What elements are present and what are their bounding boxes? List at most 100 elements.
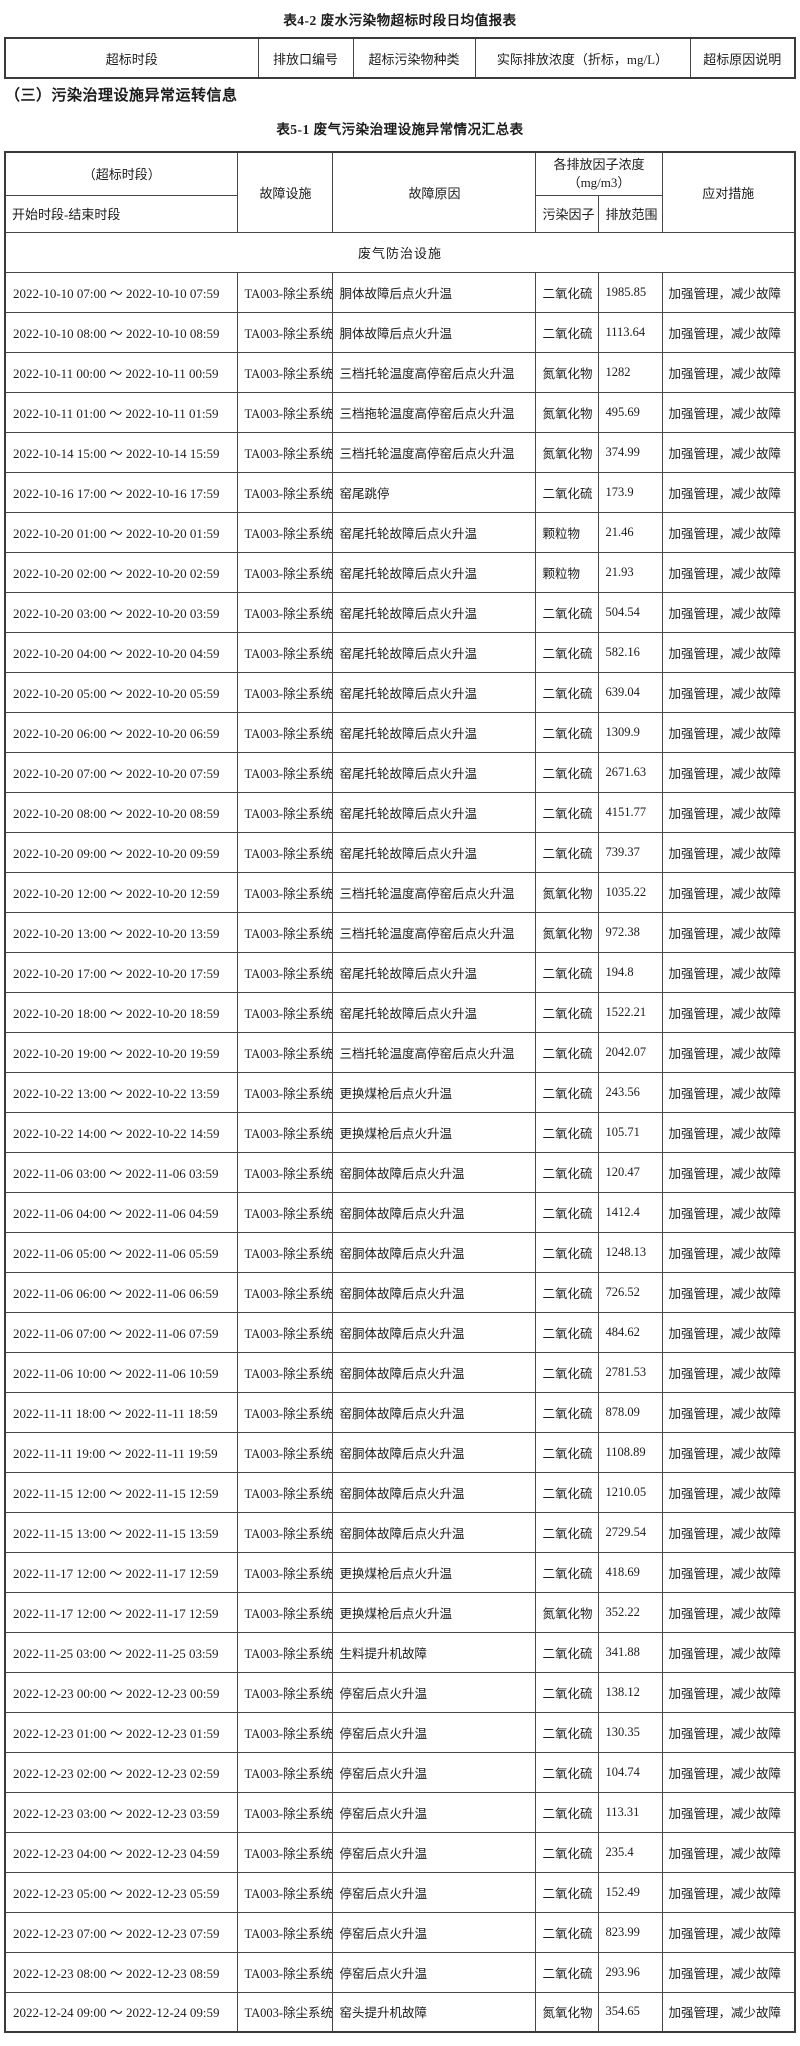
cell-period: 2022-10-10 08:00 ～ 2022-10-10 08:59 [4,311,239,353]
cell-pollutant: 氮氧化物 [535,351,600,393]
cell-facility: TA003-除尘系统 [237,1351,334,1393]
cell-facility: TA003-除尘系统 [237,351,334,393]
cell-reason: 更换煤枪后点火升温 [332,1591,537,1633]
cell-facility: TA003-除尘系统 [237,1191,334,1233]
cell-reason: 更换煤枪后点火升温 [332,1551,537,1593]
cell-measure: 加强管理，减少故障 [661,271,796,313]
cell-reason: 三档托轮温度高停窑后点火升温 [332,431,537,473]
cell-measure: 加强管理，减少故障 [661,911,796,953]
table-row: 2022-10-20 13:00 ～ 2022-10-20 13:59 TA00… [4,911,796,953]
cell-measure: 加强管理，减少故障 [661,1631,796,1673]
table-row: 2022-10-20 17:00 ～ 2022-10-20 17:59 TA00… [4,951,796,993]
cell-concentration: 21.46 [598,511,663,553]
cell-pollutant: 二氧化硫 [535,1031,600,1073]
cell-pollutant: 二氧化硫 [535,991,600,1033]
cell-reason: 窑尾托轮故障后点火升温 [332,991,537,1033]
cell-pollutant: 二氧化硫 [535,1471,600,1513]
table-row: 2022-12-23 05:00 ～ 2022-12-23 05:59 TA00… [4,1871,796,1913]
table-row: 2022-12-23 04:00 ～ 2022-12-23 04:59 TA00… [4,1831,796,1873]
table-row: 2022-11-06 10:00 ～ 2022-11-06 10:59 TA00… [4,1351,796,1393]
cell-measure: 加强管理，减少故障 [661,591,796,633]
cell-period: 2022-11-06 07:00 ～ 2022-11-06 07:59 [4,1311,239,1353]
cell-measure: 加强管理，减少故障 [661,671,796,713]
cell-period: 2022-10-20 01:00 ～ 2022-10-20 01:59 [4,511,239,553]
cell-reason: 窑胴体故障后点火升温 [332,1231,537,1273]
cell-measure: 加强管理，减少故障 [661,1791,796,1833]
cell-concentration: 341.88 [598,1631,663,1673]
cell-reason: 窑胴体故障后点火升温 [332,1351,537,1393]
cell-facility: TA003-除尘系统 [237,1311,334,1353]
cell-reason: 停窑后点火升温 [332,1711,537,1753]
cell-pollutant: 二氧化硫 [535,1791,600,1833]
cell-pollutant: 二氧化硫 [535,1511,600,1553]
cell-pollutant: 二氧化硫 [535,951,600,993]
cell-pollutant: 氮氧化物 [535,391,600,433]
table-row: 2022-11-25 03:00 ～ 2022-11-25 03:59 TA00… [4,1631,796,1673]
cell-facility: TA003-除尘系统 [237,631,334,673]
cell-concentration: 972.38 [598,911,663,953]
cell-pollutant: 二氧化硫 [535,1671,600,1713]
cell-measure: 加强管理，减少故障 [661,1831,796,1873]
cell-facility: TA003-除尘系统 [237,311,334,353]
cell-pollutant: 二氧化硫 [535,751,600,793]
cell-concentration: 113.31 [598,1791,663,1833]
table-row: 2022-12-23 07:00 ～ 2022-12-23 07:59 TA00… [4,1911,796,1953]
cell-pollutant: 氮氧化物 [535,871,600,913]
cell-concentration: 484.62 [598,1311,663,1353]
cell-reason: 胴体故障后点火升温 [332,311,537,353]
cell-measure: 加强管理，减少故障 [661,1471,796,1513]
cell-concentration: 1113.64 [598,311,663,353]
cell-concentration: 504.54 [598,591,663,633]
cell-reason: 窑头提升机故障 [332,1991,537,2033]
cell-period: 2022-11-06 06:00 ～ 2022-11-06 06:59 [4,1271,239,1313]
cell-period: 2022-10-20 09:00 ～ 2022-10-20 09:59 [4,831,239,873]
cell-period: 2022-10-20 07:00 ～ 2022-10-20 07:59 [4,751,239,793]
cell-measure: 加强管理，减少故障 [661,711,796,753]
cell-measure: 加强管理，减少故障 [661,1151,796,1193]
table-row: 2022-10-20 19:00 ～ 2022-10-20 19:59 TA00… [4,1031,796,1073]
col-header-emission-range: 排放范围 [598,194,663,233]
cell-facility: TA003-除尘系统 [237,1911,334,1953]
cell-concentration: 130.35 [598,1711,663,1753]
table-row: 2022-10-14 15:00 ～ 2022-10-14 15:59 TA00… [4,431,796,473]
cell-facility: TA003-除尘系统 [237,1991,334,2033]
cell-period: 2022-10-20 08:00 ～ 2022-10-20 08:59 [4,791,239,833]
cell-measure: 加强管理，减少故障 [661,791,796,833]
cell-facility: TA003-除尘系统 [237,711,334,753]
cell-period: 2022-10-10 07:00 ～ 2022-10-10 07:59 [4,271,239,313]
cell-reason: 窑尾托轮故障后点火升温 [332,711,537,753]
cell-facility: TA003-除尘系统 [237,391,334,433]
cell-concentration: 1412.4 [598,1191,663,1233]
cell-period: 2022-10-11 00:00 ～ 2022-10-11 00:59 [4,351,239,393]
cell-facility: TA003-除尘系统 [237,1471,334,1513]
cell-period: 2022-11-15 13:00 ～ 2022-11-15 13:59 [4,1511,239,1553]
table-row: 2022-11-06 07:00 ～ 2022-11-06 07:59 TA00… [4,1311,796,1353]
cell-facility: TA003-除尘系统 [237,1431,334,1473]
cell-measure: 加强管理，减少故障 [661,391,796,433]
category-cell: 废气防治设施 [4,231,796,273]
cell-measure: 加强管理，减少故障 [661,1191,796,1233]
cell-reason: 停窑后点火升温 [332,1791,537,1833]
table-row: 2022-11-06 03:00 ～ 2022-11-06 03:59 TA00… [4,1151,796,1193]
cell-facility: TA003-除尘系统 [237,1871,334,1913]
cell-period: 2022-10-22 14:00 ～ 2022-10-22 14:59 [4,1111,239,1153]
cell-measure: 加强管理，减少故障 [661,1591,796,1633]
wastewater-exceedance-table: 超标时段 排放口编号 超标污染物种类 实际排放浓度（折标，mg/L） 超标原因说… [4,37,796,79]
cell-measure: 加强管理，减少故障 [661,1311,796,1353]
cell-period: 2022-12-23 05:00 ～ 2022-12-23 05:59 [4,1871,239,1913]
cell-facility: TA003-除尘系统 [237,1831,334,1873]
cell-period: 2022-11-11 19:00 ～ 2022-11-11 19:59 [4,1431,239,1473]
cell-reason: 窑尾托轮故障后点火升温 [332,951,537,993]
cell-pollutant: 二氧化硫 [535,791,600,833]
cell-concentration: 418.69 [598,1551,663,1593]
cell-reason: 三档托轮温度高停窑后点火升温 [332,871,537,913]
concentration-group-line2: （mg/m3） [567,174,631,190]
table-row: 2022-11-06 05:00 ～ 2022-11-06 05:59 TA00… [4,1231,796,1273]
cell-concentration: 1035.22 [598,871,663,913]
cell-pollutant: 二氧化硫 [535,1271,600,1313]
cell-reason: 停窑后点火升温 [332,1871,537,1913]
cell-measure: 加强管理，减少故障 [661,1511,796,1553]
cell-pollutant: 二氧化硫 [535,1831,600,1873]
table-row: 2022-11-06 04:00 ～ 2022-11-06 04:59 TA00… [4,1191,796,1233]
table-row: 2022-10-11 01:00 ～ 2022-10-11 01:59 TA00… [4,391,796,433]
